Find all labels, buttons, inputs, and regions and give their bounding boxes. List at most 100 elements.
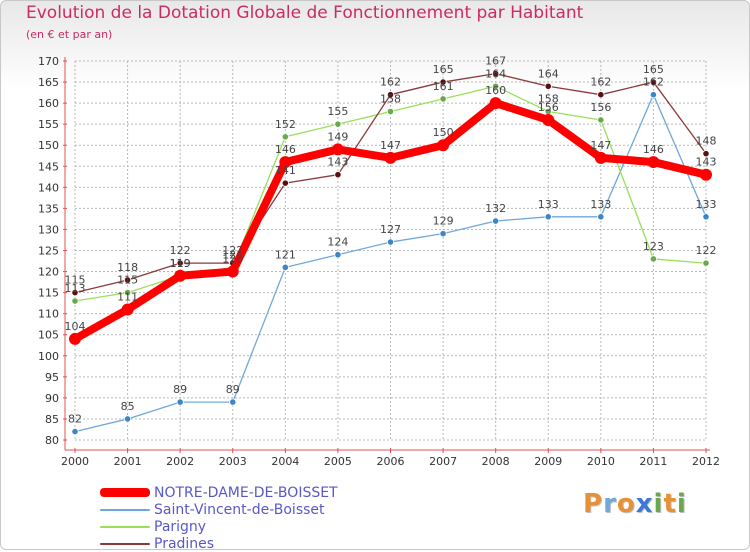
data-point [492,82,500,90]
data-label: 167 [485,55,506,68]
y-tick-label: 170 [38,55,59,68]
data-point [702,213,710,221]
x-tick-label: 2004 [271,455,299,468]
legend-label: Parigny [154,518,207,535]
x-tick-label: 2012 [692,455,720,468]
x-tick-label: 2002 [166,455,194,468]
series-lines [69,70,712,436]
data-label: 143 [696,156,717,169]
data-point [649,255,658,263]
data-point [439,78,447,86]
x-tick-label: 2006 [377,455,405,468]
legend-label: Saint-Vincent-de-Boisset [154,501,325,518]
y-tick-label: 140 [38,181,59,194]
data-label: 133 [696,198,717,211]
data-point [647,156,660,169]
data-point [71,427,79,436]
data-label: 122 [696,244,717,257]
data-point [492,70,500,78]
x-tick-label: 2001 [114,455,142,468]
data-point [226,265,239,278]
data-point [331,143,344,156]
data-label: 162 [643,76,664,89]
data-label: 89 [173,383,187,396]
data-label: 152 [275,118,296,131]
legend-swatch [100,508,150,511]
y-tick-label: 80 [45,434,59,447]
x-tick-label: 2007 [429,455,457,468]
logo-letter: x [635,489,654,519]
data-point [649,78,658,86]
legend-item: Saint-Vincent-de-Boisset [100,501,338,518]
data-label: 162 [590,76,611,89]
data-label: 121 [222,248,243,261]
data-point [69,332,81,345]
data-point [702,150,710,158]
y-tick-label: 150 [38,139,59,152]
data-point [700,168,712,181]
legend-swatch [100,488,150,497]
data-point [229,398,237,406]
y-tick-label: 145 [38,160,59,173]
data-label: 119 [170,257,191,270]
data-point [334,251,342,259]
data-label: 132 [485,202,506,215]
data-label: 141 [275,164,296,177]
data-label: 111 [117,290,138,303]
y-tick-label: 160 [38,97,59,110]
data-label: 122 [222,244,243,257]
grid [74,60,707,441]
data-label: 123 [643,240,664,253]
data-point [174,269,187,282]
data-label: 113 [65,282,86,295]
data-label: 148 [696,135,717,148]
data-label: 121 [275,248,296,261]
data-label: 115 [117,274,138,287]
data-label: 146 [643,143,664,156]
data-point [439,95,447,103]
chart-subtitle: (en € et par an) [26,28,113,41]
legend: NOTRE-DAME-DE-BOISSET Saint-Vincent-de-B… [100,484,338,552]
logo-letter: i [676,489,687,519]
data-point [176,398,184,406]
data-point [492,217,500,225]
data-point [386,107,395,116]
data-label: 158 [538,93,559,106]
data-label: 89 [226,383,240,396]
legend-item: Pradines [100,535,338,552]
data-label: 165 [643,63,664,76]
data-label: 158 [380,93,401,106]
data-label: 129 [433,215,454,228]
legend-swatch [100,542,150,545]
data-point [597,213,605,221]
x-tick-label: 2000 [61,455,89,468]
data-point [437,139,450,152]
data-point [542,113,555,126]
data-point [123,415,132,423]
data-label: 164 [485,67,506,80]
y-tick-label: 85 [45,413,59,426]
data-label: 104 [65,320,86,333]
logo-letter: r [603,489,617,519]
data-label: 156 [590,101,611,114]
y-tick-label: 95 [45,371,59,384]
legend-item: Parigny [100,518,338,535]
y-tick-label: 105 [38,329,59,342]
data-point [489,97,502,110]
data-point [176,259,184,267]
y-tick-label: 155 [38,118,59,131]
data-label: 164 [538,67,559,80]
data-point [594,151,607,164]
x-tick-label: 2010 [587,455,615,468]
data-label: 133 [590,198,611,211]
data-point [386,238,395,246]
data-point [123,289,132,297]
data-point [71,289,79,297]
x-tick-label: 2009 [534,455,562,468]
data-label: 162 [380,76,401,89]
data-point [649,91,658,99]
data-label: 118 [117,261,138,274]
